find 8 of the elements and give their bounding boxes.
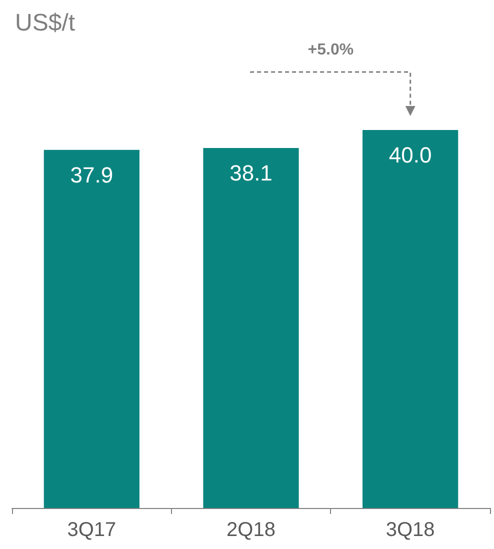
text: +5.0%	[308, 42, 354, 58]
data-label: 38.1	[230, 160, 272, 186]
data-label: 37.9	[70, 162, 114, 188]
x-tick-label: 3Q18	[386, 519, 435, 541]
x-tick-label: 2Q18	[226, 519, 276, 541]
x-tick-label: 3Q17	[67, 519, 116, 541]
chart-title: US$/t	[15, 10, 76, 36]
data-label: 40.0	[388, 142, 432, 168]
